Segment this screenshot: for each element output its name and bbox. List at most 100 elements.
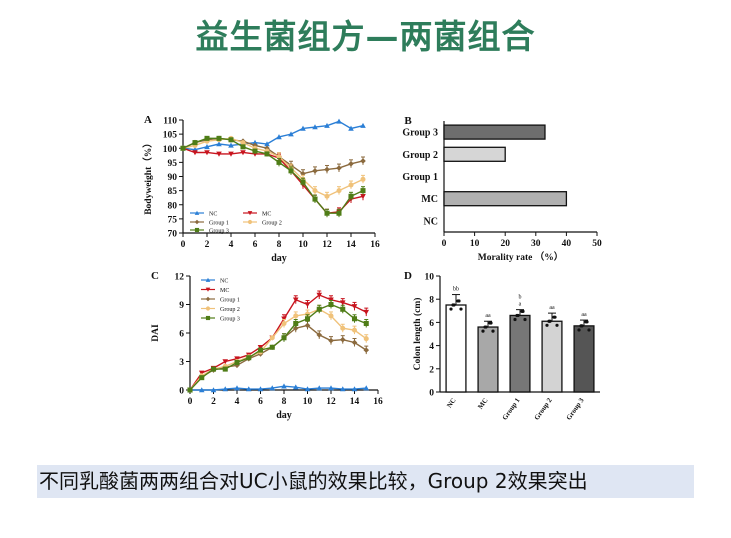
panel-a-point-group3 bbox=[264, 151, 270, 157]
panel-a-point-group1 bbox=[324, 166, 330, 173]
panel-c-y-tick-label: 3 bbox=[179, 358, 184, 368]
panel-b-x-tick-label: 50 bbox=[592, 239, 602, 249]
panel-d-significance: aa bbox=[581, 312, 587, 318]
panel-d-significance: bb bbox=[453, 287, 459, 293]
legend-a-label-group1: Group 1 bbox=[209, 221, 229, 227]
panel-d-point bbox=[483, 325, 487, 329]
panel-a-point-nc bbox=[348, 125, 354, 131]
panel-d-bar bbox=[573, 325, 595, 393]
panel-d-point bbox=[449, 307, 453, 311]
panel-b-category-label: Group 1 bbox=[402, 172, 438, 183]
panel-a-point-nc bbox=[216, 141, 222, 147]
panel-c-y-tick-label: 0 bbox=[179, 387, 184, 397]
panel-c-point-group2 bbox=[340, 325, 346, 331]
legend-c-marker-group3 bbox=[205, 315, 211, 321]
panel-a-point-group2 bbox=[348, 182, 354, 188]
panel-c-line-group2 bbox=[189, 308, 367, 391]
panel-a-point-nc bbox=[360, 122, 366, 128]
panel-a-letter: A bbox=[144, 114, 152, 126]
panel-a-point-group1 bbox=[300, 170, 306, 177]
panel-d-significance: aa bbox=[485, 313, 491, 319]
panel-a-point-group3 bbox=[324, 210, 330, 216]
panel-c-point-nc bbox=[339, 386, 346, 392]
panel-a-line-group3 bbox=[182, 137, 364, 214]
panel-d-bar bbox=[541, 320, 563, 393]
legend-a-marker-mc bbox=[247, 211, 253, 216]
panel-c-point-group3 bbox=[293, 320, 299, 327]
panel-d-y-tick-label: 10 bbox=[425, 273, 435, 283]
panel-a-x-label: day bbox=[271, 253, 287, 264]
panel-a-point-group3 bbox=[300, 179, 306, 185]
panel-a-x-tick-label: 2 bbox=[205, 240, 210, 250]
panel-a-point-group1 bbox=[360, 158, 366, 164]
panel-a-y-tick-label: 90 bbox=[168, 173, 178, 183]
panel-d-letter: D bbox=[404, 270, 412, 282]
panel-d-point bbox=[521, 309, 525, 313]
panel-a-point-mc bbox=[204, 150, 210, 156]
panel-c-point-mc bbox=[198, 370, 205, 376]
panel-a-point-group3 bbox=[240, 144, 246, 150]
panel-c-point-nc bbox=[351, 386, 358, 392]
panel-a-point-mc bbox=[360, 194, 366, 200]
panel-a-point-group2 bbox=[240, 140, 246, 146]
panel-d-y-tick-label: 8 bbox=[429, 296, 434, 306]
panel-c-point-group3 bbox=[351, 316, 358, 322]
panel-a-x-tick-label: 16 bbox=[370, 240, 380, 250]
panel-b-x-tick-label: 30 bbox=[531, 239, 541, 249]
panel-d-y-tick-label: 2 bbox=[429, 365, 434, 375]
legend-c-label-mc: MC bbox=[220, 288, 229, 294]
panel-b-bar bbox=[443, 124, 546, 140]
panel-d-y-tick-label: 6 bbox=[429, 319, 434, 329]
panel-a-point-mc bbox=[216, 151, 222, 157]
panel-c-y-tick-label: 9 bbox=[179, 301, 184, 311]
panel-a-point-group3 bbox=[336, 210, 342, 216]
panel-a-x-tick-label: 14 bbox=[346, 240, 356, 250]
panel-a-point-nc bbox=[204, 144, 210, 150]
panel-c-point-nc bbox=[292, 384, 299, 390]
panel-a-point-mc bbox=[192, 150, 198, 156]
panel-c-point-group2 bbox=[281, 320, 287, 327]
panel-c-point-group1 bbox=[351, 339, 358, 346]
panel-c-x-tick-label: 16 bbox=[373, 397, 383, 407]
panel-a-line-group1 bbox=[182, 137, 364, 175]
panel-c-point-group3 bbox=[316, 306, 322, 312]
slide-caption: 不同乳酸菌两两组合对UC小鼠的效果比较，Group 2效果突出 bbox=[37, 465, 694, 498]
panel-c-point-mc bbox=[316, 292, 323, 298]
panel-c-point-group2 bbox=[328, 313, 334, 319]
legend-c-marker-mc bbox=[205, 287, 211, 292]
panel-c-point-group3 bbox=[187, 387, 193, 393]
legend-c-marker-nc bbox=[205, 277, 211, 282]
panel-d-point bbox=[547, 319, 551, 323]
legend-c-label-group3: Group 3 bbox=[220, 317, 240, 323]
panel-a-point-group3 bbox=[204, 135, 210, 141]
panel-d-y-tick-label: 4 bbox=[429, 342, 434, 352]
panel-a-point-group3 bbox=[348, 193, 354, 199]
panel-a-point-group3 bbox=[252, 148, 258, 154]
panel-a-point-nc bbox=[252, 139, 258, 145]
panel-a-y-tick-label: 105 bbox=[163, 131, 178, 141]
panel-d-significance: aa bbox=[549, 305, 555, 311]
panel-d-significance: b bbox=[519, 295, 522, 301]
panel-b-bar bbox=[443, 146, 506, 162]
panel-c-point-mc bbox=[257, 345, 264, 351]
panel-c-point-group1 bbox=[292, 325, 299, 332]
panel-a-point-group3 bbox=[228, 137, 234, 143]
panel-c-point-nc bbox=[304, 386, 311, 392]
panel-a-point-group1 bbox=[336, 165, 342, 171]
panel-a-y-label: Bodyweight（%） bbox=[142, 138, 154, 215]
panel-d-point bbox=[577, 328, 581, 332]
panel-a-point-group3 bbox=[216, 135, 222, 141]
panel-c-y-tick-label: 12 bbox=[175, 273, 185, 283]
legend-a-marker-group2 bbox=[247, 219, 253, 225]
panel-d-y-label: Colon length (cm) bbox=[412, 298, 423, 371]
panel-c-point-nc bbox=[257, 386, 264, 392]
panel-c-point-nc bbox=[328, 385, 334, 391]
panel-d-point bbox=[523, 317, 527, 322]
panel-d-y-tick-label: 0 bbox=[429, 389, 434, 399]
panel-a-point-group1 bbox=[252, 142, 258, 149]
panel-a-point-nc bbox=[264, 141, 270, 147]
panel-a-y-tick-label: 85 bbox=[168, 187, 178, 197]
panel-a-point-group2 bbox=[336, 188, 342, 194]
panel-a-point-nc bbox=[324, 122, 330, 128]
panel-b-x-tick-label: 0 bbox=[442, 239, 447, 249]
